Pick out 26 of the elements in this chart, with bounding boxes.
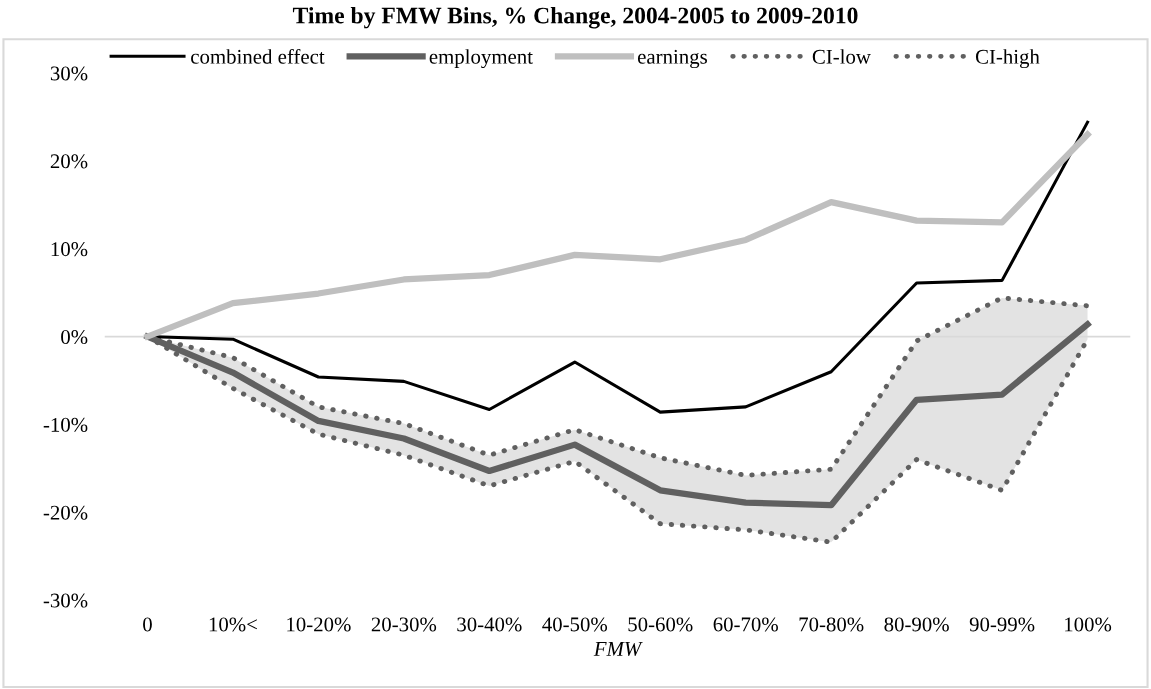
y-tick-label: 30% <box>50 66 88 81</box>
x-tick-label: 50-60% <box>628 617 693 632</box>
x-tick-label: 20-30% <box>371 617 437 632</box>
y-tick-label: -30% <box>43 593 88 608</box>
y-tick-label: 0% <box>61 329 88 345</box>
legend-label: earnings <box>637 49 707 69</box>
x-tick-label: 60-70% <box>713 617 778 632</box>
legend-label: combined effect <box>191 48 325 64</box>
legend-label: employment <box>429 49 533 69</box>
x-tick-label: 80-90% <box>884 617 949 632</box>
legend-label: CI-low <box>812 49 871 64</box>
x-tick-label: 70-80% <box>799 617 864 632</box>
y-tick-label: 10% <box>51 242 88 257</box>
x-tick-label: 90-99% <box>969 617 1035 632</box>
x-tick-label: 10-20% <box>287 617 351 632</box>
x-tick-label: 10%< <box>209 617 257 632</box>
y-tick-label: -20% <box>43 505 88 520</box>
chart-title: Time by FMW Bins, % Change, 2004-2005 to 2009-2010 <box>292 6 858 29</box>
legend-label: CI-high <box>975 49 1040 69</box>
x-tick-label: 40-50% <box>542 617 608 632</box>
x-tick-label: 0 <box>143 617 152 632</box>
x-axis-title: FMW <box>593 642 643 657</box>
y-tick-label: -10% <box>43 417 88 432</box>
x-tick-label: 100% <box>1065 617 1112 632</box>
x-tick-label: 30-40% <box>457 617 522 632</box>
y-tick-label: 20% <box>50 154 88 169</box>
